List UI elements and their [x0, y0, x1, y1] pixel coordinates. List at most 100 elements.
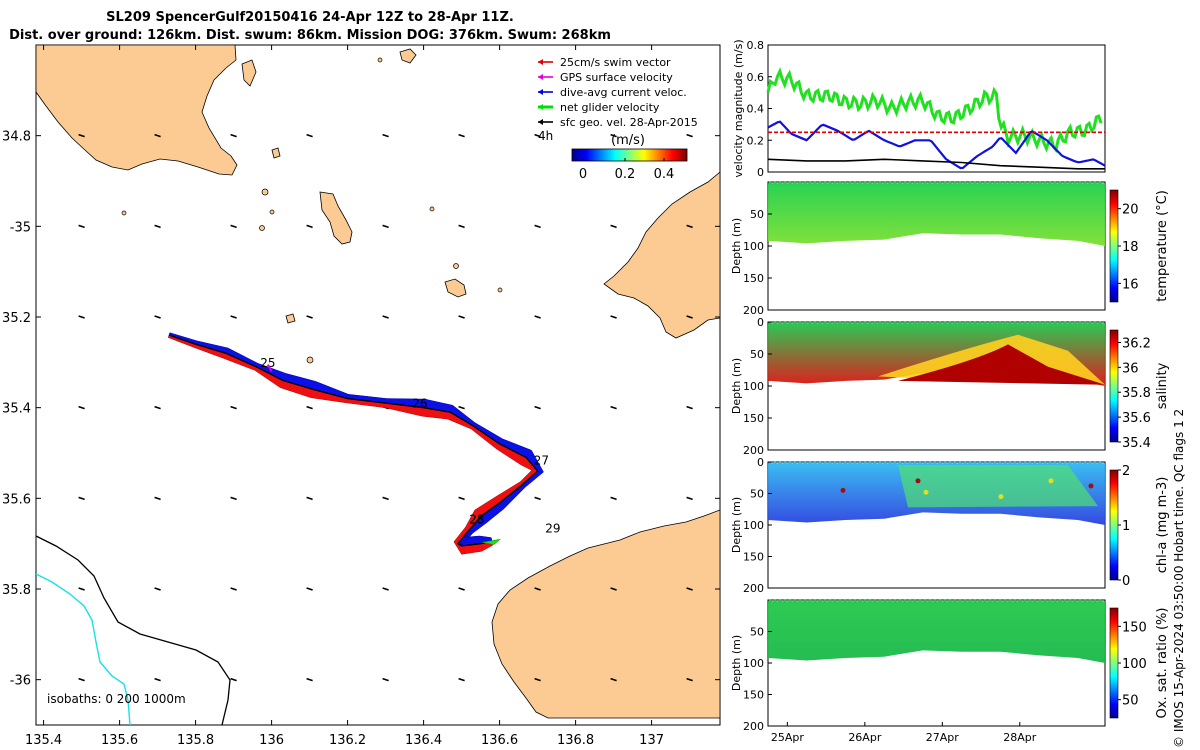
map-y-tick-label: 35.6: [2, 492, 31, 507]
surface-sample-dot: [808, 599, 812, 603]
geo-velocity-arrow: [534, 224, 541, 229]
surface-sample-dot: [943, 181, 947, 185]
surface-sample-dot: [1088, 599, 1092, 603]
surface-sample-dot: [968, 321, 972, 325]
surface-sample-dot: [1028, 461, 1032, 465]
geo-velocity-arrow: [534, 677, 541, 682]
map-x-tick-label: 136.2: [329, 733, 366, 748]
surface-sample-dot: [1078, 599, 1082, 603]
surface-sample-dot: [1063, 321, 1067, 325]
surface-sample-dot: [793, 321, 797, 325]
geo-velocity-arrow: [534, 587, 541, 591]
surface-sample-dot: [883, 461, 887, 465]
colorbar-tick-label: 16: [1122, 277, 1139, 292]
map-x-tick-label: 135.8: [177, 733, 214, 748]
land-wardang-island: [241, 59, 257, 87]
map-x-tick-label: 136.4: [405, 733, 442, 748]
surface-sample-dot: [993, 181, 997, 185]
surface-sample-dot: [948, 599, 952, 603]
surface-sample-dot: [778, 181, 782, 185]
surface-sample-dot: [918, 599, 922, 603]
chart-title-line-2: Dist. over ground: 126km. Dist. swum: 86…: [9, 28, 611, 43]
geo-velocity-arrow: [154, 224, 161, 229]
geo-velocity-arrow: [686, 496, 693, 501]
map-y-tick-label: 35.8: [2, 583, 31, 598]
section-y-tick-label: 200: [743, 304, 764, 317]
surface-sample-dot: [898, 599, 902, 603]
geostrophic-velocity-arrows: [78, 133, 693, 682]
surface-sample-dot: [1053, 461, 1057, 465]
surface-sample-dot: [953, 181, 957, 185]
surface-sample-dot: [1058, 321, 1062, 325]
surface-sample-dot: [923, 461, 927, 465]
geo-velocity-arrow: [78, 587, 85, 591]
colorbar-tick-label: 0: [1122, 574, 1130, 589]
surface-sample-dot: [933, 461, 937, 465]
surface-sample-dot: [1048, 461, 1052, 465]
land-kangaroo-island: [491, 509, 720, 719]
surface-sample-dot: [1098, 321, 1102, 325]
surface-sample-dot: [873, 181, 877, 185]
colorbar-tick-label: 20: [1122, 203, 1139, 218]
surface-sample-dot: [1038, 181, 1042, 185]
velocity-y-tick-label: 0.4: [747, 103, 765, 116]
isobaths-label: isobaths: 0 200 1000m: [47, 692, 186, 706]
day-label: 29: [545, 521, 560, 535]
surface-sample-dot: [1023, 321, 1027, 325]
colorbar-tick-label: 150: [1122, 620, 1147, 635]
legend-entry: GPS surface velocity: [560, 71, 673, 84]
surface-sample-dot: [893, 599, 897, 603]
salinity-max-core: [898, 344, 1105, 385]
surface-sample-dot: [973, 321, 977, 325]
surface-sample-dot: [1018, 321, 1022, 325]
surface-sample-dot: [823, 461, 827, 465]
surface-sample-dot: [908, 599, 912, 603]
surface-sample-dot: [1033, 321, 1037, 325]
surface-sample-dot: [1008, 181, 1012, 185]
geo-velocity-arrow: [306, 496, 313, 501]
geo-velocity-arrow: [610, 315, 617, 319]
isobath-200m: [36, 535, 231, 725]
geo-velocity-arrow: [534, 133, 541, 138]
surface-sample-dot: [1003, 461, 1007, 465]
surface-sample-dot: [798, 599, 802, 603]
surface-sample-dot: [868, 599, 872, 603]
geo-velocity-arrow: [78, 224, 85, 229]
surface-sample-dot: [1038, 321, 1042, 325]
surface-sample-dot: [1058, 181, 1062, 185]
surface-sample-dot: [963, 181, 967, 185]
surface-sample-dot: [968, 461, 972, 465]
surface-sample-dot: [1063, 461, 1067, 465]
surface-sample-dot: [1008, 599, 1012, 603]
surface-sample-dot: [868, 181, 872, 185]
geo-velocity-arrow: [610, 405, 617, 410]
surface-sample-dot: [1073, 461, 1077, 465]
surface-sample-dot: [878, 599, 882, 603]
land-islet-north: [399, 48, 417, 64]
map-colorbar: (m/s) 0 0.2 0.4: [571, 133, 688, 182]
geo-velocity-arrow: [78, 133, 85, 138]
section-y-axis-label: Depth (m): [730, 635, 743, 691]
surface-sample-dot: [958, 599, 962, 603]
surface-sample-dot: [828, 321, 832, 325]
geo-velocity-arrow: [230, 405, 237, 410]
surface-sample-dot: [863, 461, 867, 465]
surface-sample-dot: [818, 461, 822, 465]
surface-sample-dot: [863, 181, 867, 185]
day-labels: 25 26 27 28 29: [260, 356, 560, 535]
legend-entry: sfc geo. vel. 28-Apr-2015: [560, 116, 698, 129]
surface-sample-dot: [868, 461, 872, 465]
geo-velocity-arrow: [382, 315, 389, 319]
geo-velocity-arrow: [230, 677, 237, 682]
surface-sample-dot: [948, 461, 952, 465]
surface-sample-dot: [913, 321, 917, 325]
colorbar-tick-label: 18: [1122, 240, 1139, 255]
net-glider-velocity-tip: [481, 538, 502, 545]
colorbar-label: salinity: [1155, 362, 1170, 409]
surface-sample-dot: [938, 599, 942, 603]
surface-sample-dot: [973, 461, 977, 465]
surface-sample-dot: [883, 181, 887, 185]
surface-sample-dot: [1013, 181, 1017, 185]
surface-sample-dot: [1068, 321, 1072, 325]
